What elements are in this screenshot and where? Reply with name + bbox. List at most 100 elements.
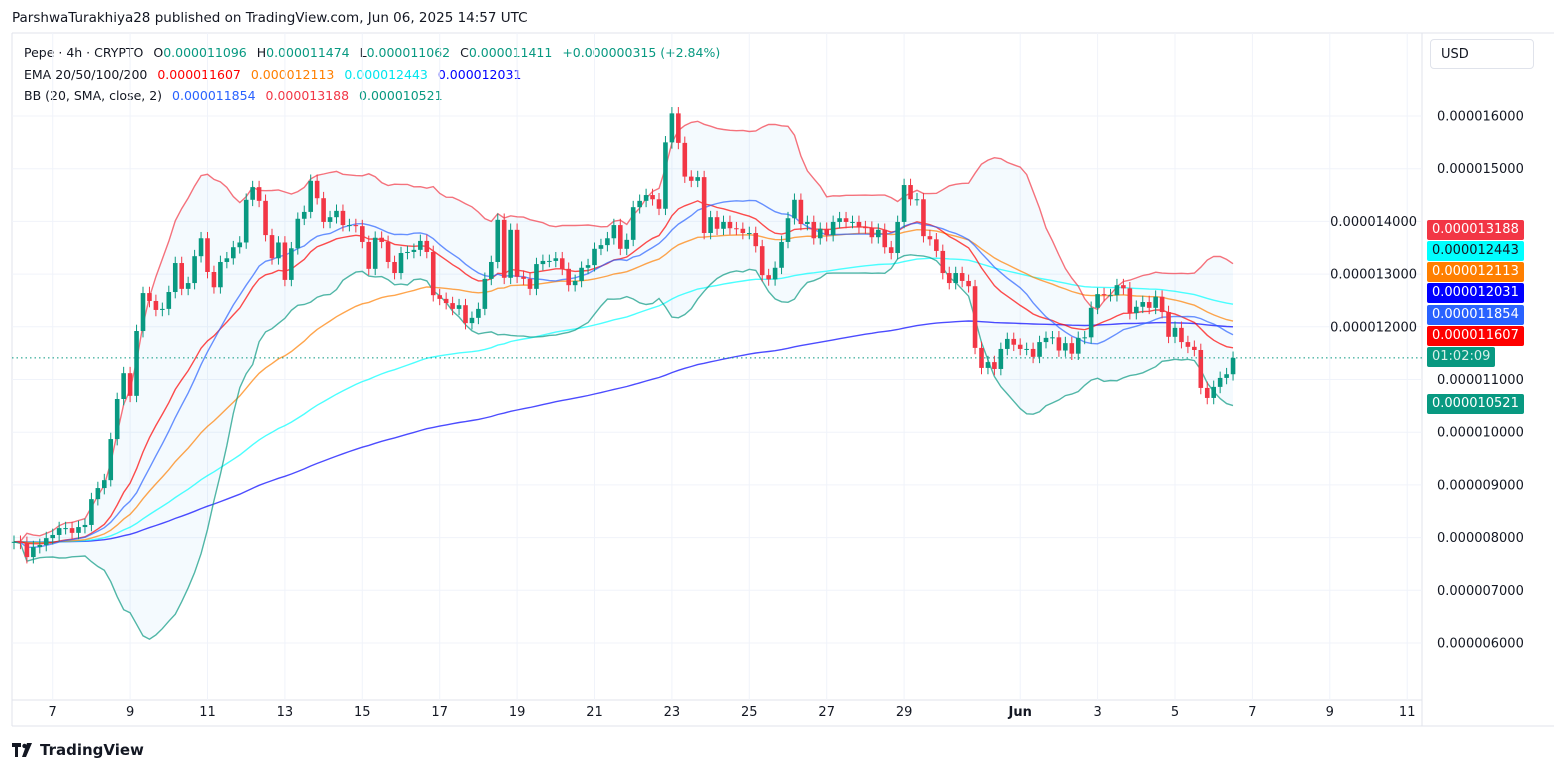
candle-up bbox=[998, 342, 1004, 376]
candle-up bbox=[1082, 331, 1087, 345]
candle-body bbox=[379, 237, 384, 242]
candle-down bbox=[430, 245, 436, 302]
candle-body bbox=[476, 308, 481, 318]
ema-label: EMA 20/50/100/200 bbox=[24, 67, 148, 82]
candle-down bbox=[798, 193, 804, 231]
candle-body bbox=[572, 280, 578, 286]
candle-body bbox=[650, 195, 655, 200]
candle-body bbox=[869, 227, 875, 238]
candle-body bbox=[927, 236, 933, 240]
candle-down bbox=[992, 355, 997, 376]
candle-up bbox=[192, 249, 197, 290]
ema200-line bbox=[14, 320, 1234, 543]
candle-body bbox=[450, 303, 455, 309]
candle-up bbox=[134, 324, 139, 403]
currency-selector[interactable]: USD bbox=[1430, 39, 1534, 69]
candle-body bbox=[579, 267, 584, 281]
candle-up bbox=[592, 242, 597, 272]
candle-down bbox=[269, 228, 275, 265]
candle-up bbox=[289, 241, 294, 287]
candle-up bbox=[695, 170, 700, 188]
candle-body bbox=[147, 293, 152, 301]
candle-body bbox=[1024, 348, 1029, 350]
candle-up bbox=[63, 521, 68, 535]
candle-body bbox=[360, 226, 365, 242]
candle-up bbox=[89, 492, 94, 532]
candle-body bbox=[1127, 288, 1133, 314]
candle-body bbox=[1114, 285, 1120, 296]
candle-body bbox=[753, 232, 759, 247]
candle-body bbox=[308, 180, 313, 212]
candle-body bbox=[418, 240, 423, 250]
candle-body bbox=[372, 237, 378, 269]
candle-body bbox=[946, 273, 952, 284]
candle-down bbox=[263, 194, 268, 242]
candle-up bbox=[495, 213, 501, 269]
candle-body bbox=[1204, 387, 1210, 398]
candle-body bbox=[179, 263, 184, 289]
x-tick-label: Jun bbox=[1008, 705, 1032, 720]
candle-down bbox=[979, 341, 984, 375]
candle-up bbox=[805, 215, 810, 231]
x-tick-label: 7 bbox=[49, 705, 57, 720]
ema200-value: 0.000012031 bbox=[437, 67, 522, 82]
open-label: O bbox=[153, 45, 164, 60]
price-axis-label: 0.000012113 bbox=[1427, 262, 1524, 282]
candle-body bbox=[1121, 285, 1126, 289]
candle-body bbox=[1005, 338, 1010, 349]
candle-up bbox=[11, 535, 17, 550]
candle-up bbox=[95, 481, 101, 506]
bb-upper-value: 0.000013188 bbox=[265, 88, 350, 103]
candle-body bbox=[205, 238, 210, 272]
candle-down bbox=[1101, 287, 1107, 302]
candle-body bbox=[624, 239, 630, 249]
candle-up bbox=[295, 212, 301, 255]
x-tick-label: 19 bbox=[509, 705, 526, 720]
candle-up bbox=[605, 231, 610, 252]
candle-up bbox=[50, 528, 55, 545]
bb-upper-line bbox=[13, 120, 1234, 543]
candle-body bbox=[837, 218, 842, 222]
candle-up bbox=[1140, 295, 1146, 314]
candle-down bbox=[521, 270, 526, 286]
candle-up bbox=[830, 215, 836, 242]
y-tick-label: 0.000013000 bbox=[1330, 268, 1417, 283]
candle-down bbox=[18, 535, 23, 550]
publication-info: ParshwaTurakhiya28 published on TradingV… bbox=[12, 10, 528, 26]
ema-legend[interactable]: EMA 20/50/100/200 0.000011607 0.00001211… bbox=[24, 67, 527, 82]
candle-body bbox=[1192, 346, 1197, 350]
tradingview-logo[interactable]: TradingView bbox=[12, 741, 144, 759]
candle-body bbox=[321, 198, 326, 222]
bb-basis-value: 0.000011854 bbox=[172, 88, 256, 103]
candle-body bbox=[1140, 302, 1146, 307]
bb-legend[interactable]: BB (20, SMA, close, 2) 0.000011854 0.000… bbox=[24, 88, 449, 103]
candle-body bbox=[153, 300, 159, 310]
candle-down bbox=[824, 222, 829, 242]
candle-body bbox=[850, 221, 855, 223]
ema100-value: 0.000012443 bbox=[344, 67, 428, 82]
candle-down bbox=[740, 222, 746, 240]
candle-down bbox=[179, 256, 184, 296]
symbol-label[interactable]: Pepe · 4h · CRYPTO bbox=[24, 45, 144, 60]
candle-up bbox=[121, 366, 126, 406]
candle-up bbox=[218, 255, 223, 294]
candle-body bbox=[1030, 348, 1036, 357]
bb-lower-value: 0.000010521 bbox=[359, 88, 443, 103]
candle-body bbox=[366, 241, 372, 269]
x-tick-label: 27 bbox=[818, 705, 835, 720]
candle-down bbox=[1166, 305, 1171, 344]
candle-body bbox=[198, 238, 204, 257]
candle-body bbox=[637, 200, 642, 208]
candle-down bbox=[618, 218, 623, 256]
candle-down bbox=[463, 298, 468, 330]
bb-band-fill bbox=[14, 121, 1233, 640]
candle-up bbox=[398, 246, 404, 280]
candle-up bbox=[1050, 331, 1055, 345]
candle-body bbox=[127, 373, 133, 396]
candle-down bbox=[714, 210, 720, 236]
candle-up bbox=[347, 218, 352, 232]
tradingview-logo-icon bbox=[12, 743, 32, 757]
candle-up bbox=[817, 222, 823, 245]
candle-body bbox=[772, 267, 778, 280]
